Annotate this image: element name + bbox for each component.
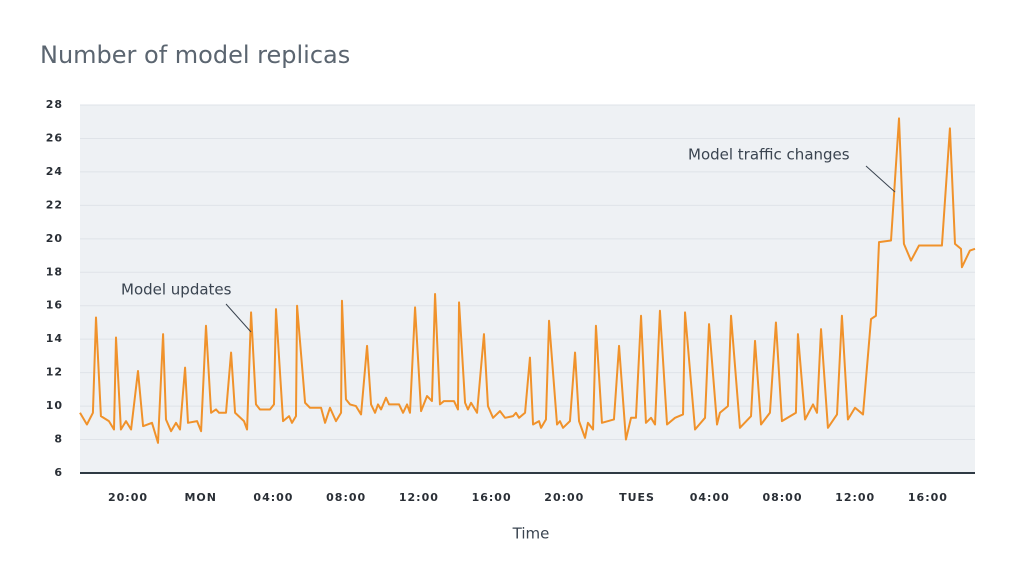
y-tick-label: 12 xyxy=(46,366,63,379)
ticks: 6 8 10 12 14 16 18 20 22 24 26 28 20:00 MON 04:00 08:00… xyxy=(46,98,948,504)
annotation: Model traffic changes xyxy=(688,146,850,164)
y-tick-label: 8 xyxy=(54,433,63,446)
y-tick-label: 24 xyxy=(46,165,63,178)
y-tick-label: 6 xyxy=(54,466,63,479)
grid xyxy=(80,104,975,474)
x-tick-label: 04:00 xyxy=(690,491,730,504)
y-tick-label: 14 xyxy=(46,332,63,345)
y-tick-label: 26 xyxy=(46,131,63,144)
y-tick-label: 22 xyxy=(46,198,63,211)
x-tick-label: 08:00 xyxy=(762,491,802,504)
x-tick-label: 16:00 xyxy=(908,491,948,504)
x-tick-label: 12:00 xyxy=(835,491,875,504)
chart-title: Number of model replicas xyxy=(40,41,350,69)
annotation: Model updates xyxy=(121,281,232,299)
annotation-leader xyxy=(865,165,896,193)
plot xyxy=(79,117,976,444)
x-tick-label: 16:00 xyxy=(472,491,512,504)
y-tick-label: 18 xyxy=(46,265,63,278)
x-tick-label: TUES xyxy=(619,491,655,504)
data-line xyxy=(79,117,976,444)
x-tick-label: 04:00 xyxy=(253,491,293,504)
x-tick-label: 08:00 xyxy=(326,491,366,504)
x-tick-label: 12:00 xyxy=(399,491,439,504)
annotation-leader xyxy=(225,303,252,333)
x-axis-title: Time xyxy=(512,525,550,543)
y-tick-label: 28 xyxy=(46,98,63,111)
y-tick-label: 10 xyxy=(46,399,63,412)
y-tick-label: 16 xyxy=(46,299,63,312)
x-tick-label: MON xyxy=(184,491,217,504)
y-tick-label: 20 xyxy=(46,232,63,245)
x-tick-label: 20:00 xyxy=(544,491,584,504)
x-tick-label: 20:00 xyxy=(108,491,148,504)
